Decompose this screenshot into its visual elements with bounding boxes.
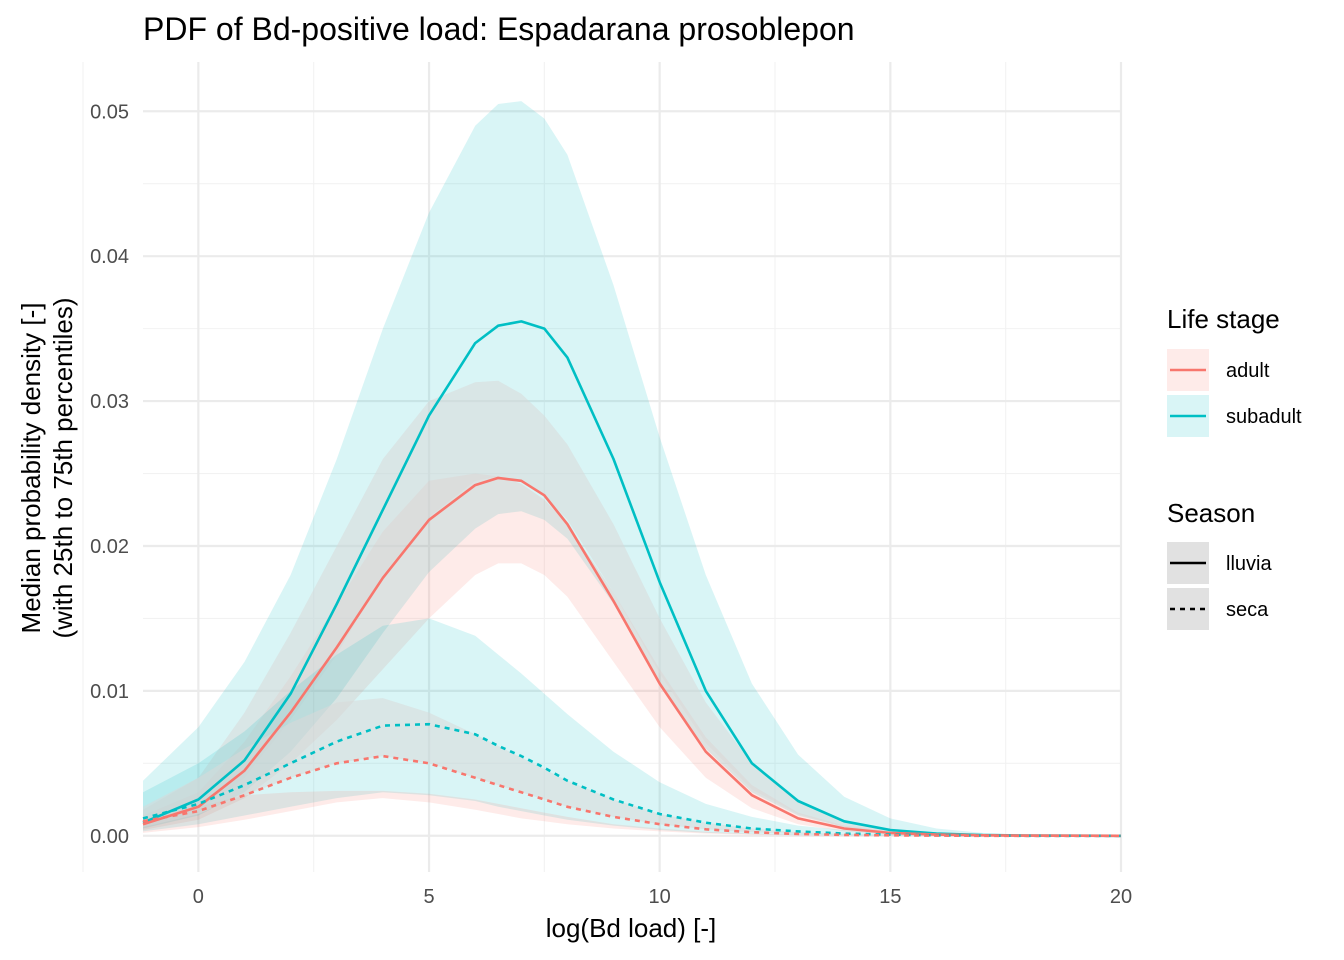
y-tick-label: 0.03 [90, 391, 129, 413]
ribbon-subadult-lluvia [143, 101, 1121, 836]
y-tick-label: 0.02 [90, 536, 129, 558]
line-adult-seca [142, 754, 1121, 838]
line-layer [142, 320, 1122, 838]
x-axis-title: log(Bd load) [-] [546, 913, 717, 943]
y-axis-title-line2: (with 25th to 75th percentiles) [48, 297, 78, 638]
legend-label-adult: adult [1226, 360, 1270, 382]
tick-labels: 0 5 10 15 20 0.00 0.01 0.02 0.03 0.04 0.05 [90, 101, 1132, 908]
ribbon-neutral-seca [143, 698, 1121, 836]
y-tick-label: 0.01 [90, 681, 129, 703]
legend-title-season: Season [1167, 498, 1255, 528]
x-tick-label: 5 [423, 886, 434, 908]
line-adult-lluvia [142, 476, 1122, 838]
y-axis-title-group: Median probability density [-] (with 25t… [16, 297, 78, 638]
y-axis-title: Median probability density [-] [16, 303, 46, 634]
legend: Life stage adult subadult Season lluvia seca [1167, 304, 1302, 630]
ribbon-adult-seca [143, 790, 1121, 836]
x-tick-label: 10 [649, 886, 671, 908]
x-tick-label: 20 [1110, 886, 1132, 908]
legend-label-lluvia: lluvia [1226, 553, 1272, 575]
ribbon-subadult-seca [143, 618, 1121, 836]
ribbon-neutral-lluvia [143, 380, 1121, 836]
x-tick-label: 0 [193, 886, 204, 908]
y-tick-label: 0.04 [90, 246, 129, 268]
line-subadult-lluvia [142, 320, 1122, 838]
chart-title: PDF of Bd-positive load: Espadarana pros… [143, 11, 855, 47]
legend-title-life-stage: Life stage [1167, 304, 1280, 334]
y-tick-label: 0.05 [90, 101, 129, 123]
x-tick-label: 15 [879, 886, 901, 908]
legend-label-subadult: subadult [1226, 406, 1302, 428]
y-tick-label: 0.00 [90, 826, 129, 848]
ribbon-layer [143, 101, 1121, 836]
legend-label-seca: seca [1226, 599, 1269, 621]
